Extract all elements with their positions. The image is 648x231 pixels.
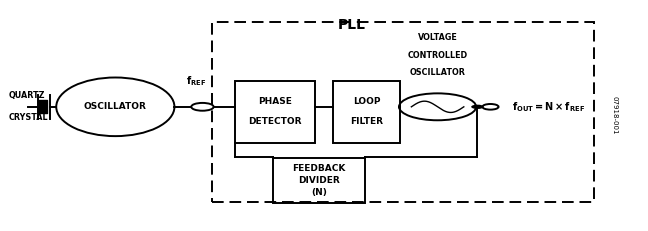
Circle shape (191, 103, 214, 111)
Text: FEEDBACK: FEEDBACK (292, 164, 345, 173)
Circle shape (482, 104, 498, 110)
Text: 07918-001: 07918-001 (612, 96, 618, 135)
Bar (333, 81, 400, 143)
Text: DETECTOR: DETECTOR (248, 117, 302, 126)
Text: LOOP: LOOP (353, 97, 380, 106)
Text: QUARTZ: QUARTZ (8, 91, 45, 100)
Text: VOLTAGE: VOLTAGE (418, 33, 457, 42)
Text: FILTER: FILTER (350, 117, 383, 126)
Bar (273, 158, 365, 204)
Text: $\mathbf{f_{OUT}}$$\mathbf{ = N \times f_{REF}}$: $\mathbf{f_{OUT}}$$\mathbf{ = N \times f… (512, 100, 585, 114)
Text: CONTROLLED: CONTROLLED (408, 51, 468, 60)
Bar (212, 22, 594, 202)
Bar (235, 81, 315, 143)
Text: PHASE: PHASE (259, 97, 292, 106)
Text: CRYSTAL: CRYSTAL (8, 113, 48, 122)
Text: (N): (N) (311, 188, 327, 197)
Text: $\mathbf{f_{REF}}$: $\mathbf{f_{REF}}$ (186, 75, 206, 88)
Text: PLL: PLL (338, 18, 365, 32)
Circle shape (471, 105, 483, 109)
Text: OSCILLATOR: OSCILLATOR (84, 102, 147, 111)
Text: OSCILLATOR: OSCILLATOR (410, 68, 465, 77)
Text: DIVIDER: DIVIDER (298, 176, 340, 185)
